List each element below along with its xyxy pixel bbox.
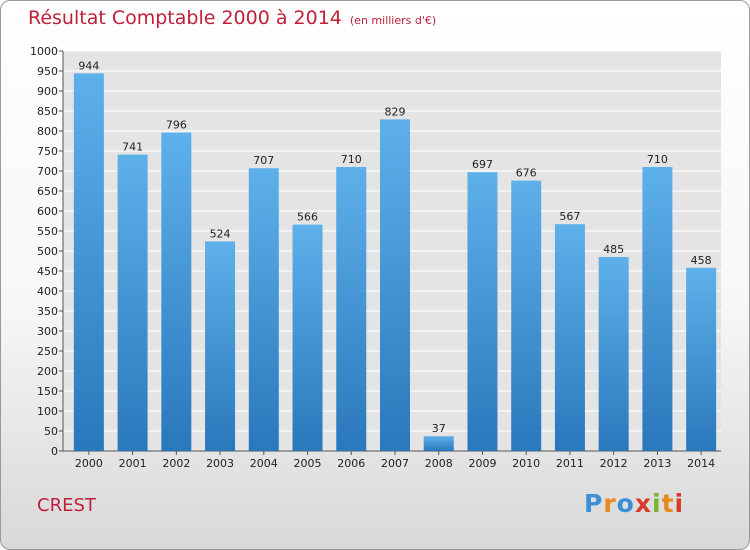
- x-tick-label: 2008: [425, 457, 453, 470]
- bar-value-label: 829: [385, 105, 406, 118]
- logo-letter: r: [603, 489, 617, 518]
- bar-value-label: 676: [516, 167, 537, 180]
- x-tick-label: 2014: [687, 457, 715, 470]
- bar: [292, 224, 323, 451]
- bar-value-label: 697: [472, 158, 493, 171]
- chart-title: Résultat Comptable 2000 à 2014 (en millie…: [28, 7, 436, 29]
- location-label: CREST: [37, 495, 96, 516]
- bars: 944 741 796 524 707 566 710 829 37 697 676 567 485 71…: [73, 59, 717, 452]
- bar: [336, 167, 367, 451]
- logo-letter: P: [584, 489, 604, 518]
- y-tick-label: 850: [37, 105, 58, 118]
- bar: [511, 180, 542, 451]
- x-tick-label: 2013: [643, 457, 671, 470]
- bar: [248, 168, 279, 451]
- y-tick-label: 650: [37, 185, 58, 198]
- y-tick-label: 750: [37, 145, 58, 158]
- y-tick-label: 800: [37, 125, 58, 138]
- x-tick-label: 2007: [381, 457, 409, 470]
- y-tick-label: 350: [37, 305, 58, 318]
- bar-value-label: 566: [297, 211, 318, 224]
- bar: [423, 436, 454, 451]
- x-tick-label: 2011: [556, 457, 584, 470]
- y-tick-label: 200: [37, 365, 58, 378]
- bar-value-label: 710: [647, 153, 668, 166]
- x-tick-label: 2003: [206, 457, 234, 470]
- bar-value-label: 710: [341, 153, 362, 166]
- bar: [642, 167, 673, 451]
- bar-value-label: 458: [691, 254, 712, 267]
- bar: [380, 119, 410, 452]
- x-tick-label: 2010: [512, 457, 540, 470]
- y-tick-label: 600: [37, 205, 58, 218]
- y-tick-label: 50: [44, 425, 58, 438]
- y-tick-label: 300: [37, 325, 58, 338]
- logo-letter: i: [652, 489, 662, 518]
- bar: [686, 267, 717, 451]
- x-tick-label: 2012: [600, 457, 628, 470]
- x-tick-label: 2000: [75, 457, 103, 470]
- y-tick-label: 400: [37, 285, 58, 298]
- bar: [467, 172, 498, 451]
- proxiti-logo: Proxiti: [584, 489, 684, 518]
- bar-value-label: 567: [559, 210, 580, 223]
- bar-value-label: 707: [253, 154, 274, 167]
- y-tick-label: 450: [37, 265, 58, 278]
- bar-value-label: 944: [78, 59, 99, 72]
- y-tick-label: 700: [37, 165, 58, 178]
- bar-value-label: 741: [122, 141, 143, 154]
- x-tick-label: 2005: [294, 457, 322, 470]
- bar-value-label: 796: [166, 119, 187, 132]
- x-axis-ticks: 2000 2001 2002 2003 2004 2005 2006 2007 2008 2009…: [75, 451, 715, 470]
- y-tick-label: 900: [37, 85, 58, 98]
- y-tick-label: 550: [37, 225, 58, 238]
- bar-value-label: 37: [432, 422, 446, 435]
- logo-letter: i: [674, 489, 685, 518]
- y-tick-label: 500: [37, 245, 58, 258]
- bar: [554, 224, 585, 451]
- bar: [73, 73, 104, 452]
- x-tick-label: 2004: [250, 457, 278, 470]
- x-tick-label: 2001: [119, 457, 147, 470]
- logo-letter: o: [616, 489, 635, 518]
- y-tick-label: 0: [51, 445, 58, 458]
- y-tick-label: 950: [37, 65, 58, 78]
- bar: [161, 132, 192, 451]
- x-tick-label: 2006: [337, 457, 365, 470]
- bar: [205, 241, 236, 451]
- bar: [598, 257, 629, 451]
- y-tick-label: 150: [37, 385, 58, 398]
- bar: [117, 154, 148, 451]
- chart-unit: (en milliers d'€): [349, 14, 437, 27]
- logo-letter: t: [661, 489, 675, 518]
- x-tick-label: 2002: [162, 457, 190, 470]
- chart-title-text: Résultat Comptable 2000 à 2014: [28, 7, 342, 29]
- bar-value-label: 524: [210, 227, 231, 240]
- y-tick-label: 250: [37, 345, 58, 358]
- x-tick-label: 2009: [468, 457, 496, 470]
- logo-letter: x: [634, 489, 652, 518]
- bar-value-label: 485: [603, 243, 624, 256]
- y-tick-label: 1000: [30, 45, 58, 58]
- y-tick-label: 100: [37, 405, 58, 418]
